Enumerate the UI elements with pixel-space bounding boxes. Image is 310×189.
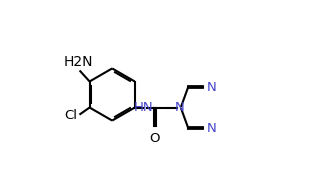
Text: N: N [206, 122, 216, 135]
Text: HN: HN [134, 101, 154, 114]
Text: N: N [175, 101, 185, 114]
Text: H2N: H2N [64, 55, 93, 69]
Text: N: N [206, 81, 216, 94]
Text: Cl: Cl [64, 109, 78, 122]
Text: O: O [150, 132, 160, 145]
